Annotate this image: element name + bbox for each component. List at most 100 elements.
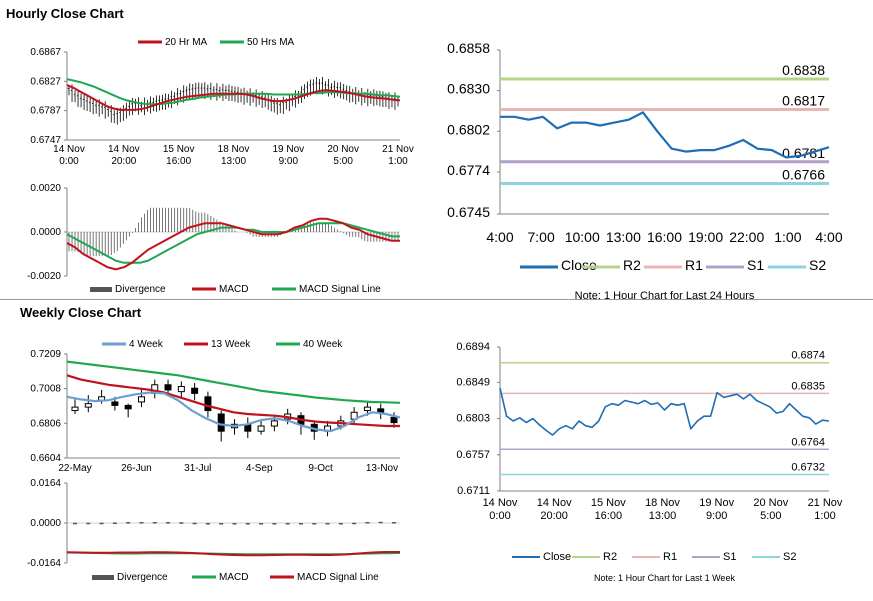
weekly-close-s2-level-label: 0.6732 xyxy=(791,461,825,473)
hourly-close-chart: 0.6858 0.6830 0.6802 0.6774 0.6745 0.6838 0.68… xyxy=(447,40,843,302)
weekly-close-legend-s1-label: S1 xyxy=(723,551,736,563)
weekly-price-x-tick-label: 9-Oct xyxy=(308,463,333,474)
weekly-candle-body xyxy=(363,406,371,412)
weekly-divergence-bar xyxy=(259,523,264,525)
weekly-macd-chart: 0.0164 0.0000 -0.0164 Divergence MACD MACD Si… xyxy=(27,478,401,583)
hourly-close-legend-s1-label: S1 xyxy=(747,257,764,273)
hourly-price-x-tick-time: 20:00 xyxy=(111,156,136,167)
hourly-close-y-tick-label: 0.6858 xyxy=(447,40,490,56)
hourly-macd-y-tick-label: 0.0000 xyxy=(30,227,61,238)
weekly-divergence-bar xyxy=(166,522,171,524)
weekly-4-week-line xyxy=(66,391,401,433)
weekly-price-y-tick-label: 0.7008 xyxy=(30,384,61,395)
weekly-divergence-bar xyxy=(179,522,184,524)
hourly-close-x-tick-label: 7:00 xyxy=(528,229,555,245)
legend-13-week-label: 13 Week xyxy=(211,339,251,350)
weekly-candle-body xyxy=(71,406,79,412)
weekly-divergence-bar xyxy=(112,522,117,525)
weekly-macd-y-tick-label: -0.0164 xyxy=(27,558,61,569)
weekly-close-x-tick-time: 5:00 xyxy=(760,510,781,522)
section-divider xyxy=(0,299,873,300)
weekly-divergence-bar xyxy=(126,522,131,524)
hourly-price-x-tick-time: 9:00 xyxy=(279,156,299,167)
weekly-price-x-tick-label: 31-Jul xyxy=(184,463,211,474)
hourly-price-x-tick-time: 13:00 xyxy=(221,156,246,167)
weekly-close-x-tick-date: 18 Nov xyxy=(645,497,680,509)
legend-hourly-macd-signal-label: MACD Signal Line xyxy=(299,284,381,295)
weekly-close-y-tick-label: 0.6803 xyxy=(456,413,490,425)
weekly-price-y-tick-label: 0.7209 xyxy=(30,349,61,360)
weekly-price-x-tick-label: 4-Sep xyxy=(246,463,273,474)
weekly-close-r1-level-label: 0.6835 xyxy=(791,380,825,392)
hourly-price-x-tick-date: 14 Nov xyxy=(53,144,85,155)
hourly-close-x-tick-label: 22:00 xyxy=(729,229,764,245)
weekly-divergence-bar xyxy=(219,523,224,525)
hourly-close-legend-s2-label: S2 xyxy=(809,257,826,273)
hourly-macd-y-tick-label: -0.0020 xyxy=(27,271,61,282)
weekly-divergence-bar xyxy=(365,522,370,524)
weekly-close-x-tick-date: 14 Nov xyxy=(483,497,518,509)
weekly-candle-body xyxy=(124,404,132,410)
hourly-close-x-tick-label: 10:00 xyxy=(565,229,600,245)
hourly-close-s1-level-label: 0.6781 xyxy=(782,145,825,161)
hourly-close-legend-r2-label: R2 xyxy=(623,257,641,273)
weekly-close-x-tick-date: 14 Nov xyxy=(537,497,572,509)
weekly-price-y-tick-label: 0.6604 xyxy=(30,453,61,464)
weekly-close-legend-close-label: Close xyxy=(543,551,571,563)
weekly-close-x-tick-time: 1:00 xyxy=(814,510,835,522)
weekly-close-x-tick-time: 13:00 xyxy=(649,510,677,522)
hourly-close-close-line xyxy=(500,111,830,159)
weekly-close-chart: 0.6894 0.6849 0.6803 0.6757 0.6711 0.6874 0.68… xyxy=(456,341,843,583)
weekly-close-x-tick-time: 20:00 xyxy=(540,510,568,522)
weekly-close-y-tick-label: 0.6711 xyxy=(457,485,490,497)
weekly-divergence-bar xyxy=(352,522,357,525)
weekly-13-week-line xyxy=(66,374,400,428)
hourly-close-s2-level-label: 0.6766 xyxy=(782,167,825,183)
weekly-candle-body xyxy=(164,384,172,391)
weekly-divergence-bar xyxy=(392,522,396,524)
hourly-price-x-tick-time: 1:00 xyxy=(388,156,408,167)
legend-50-hrs-ma-label: 50 Hrs MA xyxy=(247,37,295,48)
hourly-section-title: Hourly Close Chart xyxy=(6,6,124,21)
weekly-candle-body xyxy=(217,413,225,432)
weekly-divergence-bar xyxy=(192,522,197,525)
weekly-section-title: Weekly Close Chart xyxy=(20,305,142,320)
hourly-macd-line xyxy=(66,217,400,271)
hourly-close-x-tick-label: 1:00 xyxy=(774,229,801,245)
weekly-divergence-bar xyxy=(325,523,330,525)
legend-40-week-label: 40 Week xyxy=(303,339,343,350)
legend-hourly-macd-label: MACD xyxy=(219,284,248,295)
hourly-close-x-tick-label: 13:00 xyxy=(606,229,641,245)
weekly-divergence-bar xyxy=(205,523,210,525)
hourly-price-y-tick-label: 0.6827 xyxy=(30,76,61,87)
weekly-candle-body xyxy=(257,425,265,432)
weekly-macd-y-tick-label: 0.0000 xyxy=(30,518,61,529)
weekly-candle-body xyxy=(84,403,92,408)
weekly-divergence-bar xyxy=(338,523,343,525)
weekly-close-x-tick-time: 9:00 xyxy=(706,510,727,522)
weekly-close-legend-r2-label: R2 xyxy=(603,551,617,563)
weekly-close-x-tick-date: 19 Nov xyxy=(699,497,734,509)
hourly-close-y-tick-label: 0.6774 xyxy=(447,162,490,178)
hourly-macd-y-tick-label: 0.0020 xyxy=(30,183,61,194)
weekly-divergence-bar xyxy=(139,522,144,524)
weekly-divergence-bar xyxy=(152,522,157,524)
weekly-divergence-bar xyxy=(378,521,383,524)
hourly-price-y-tick-label: 0.6867 xyxy=(30,47,61,58)
hourly-close-legend-close-label: Close xyxy=(561,257,597,273)
legend-weekly-macd-signal-label: MACD Signal Line xyxy=(297,572,379,583)
hourly-close-y-tick-label: 0.6802 xyxy=(447,121,490,137)
hourly-price-x-tick-date: 19 Nov xyxy=(272,144,304,155)
weekly-close-x-tick-date: 15 Nov xyxy=(591,497,626,509)
weekly-divergence-bar xyxy=(99,522,104,525)
weekly-close-legend-s2-label: S2 xyxy=(783,551,796,563)
hourly-close-r1-level-label: 0.6817 xyxy=(782,93,825,109)
weekly-close-s1-level-label: 0.6764 xyxy=(791,436,825,448)
weekly-divergence-bar xyxy=(312,523,317,525)
legend-weekly-divergence-swatch xyxy=(92,575,114,580)
legend-hourly-divergence-label: Divergence xyxy=(115,284,166,295)
hourly-20-hr-ma-line xyxy=(66,84,401,111)
weekly-price-y-tick-label: 0.6806 xyxy=(30,418,61,429)
